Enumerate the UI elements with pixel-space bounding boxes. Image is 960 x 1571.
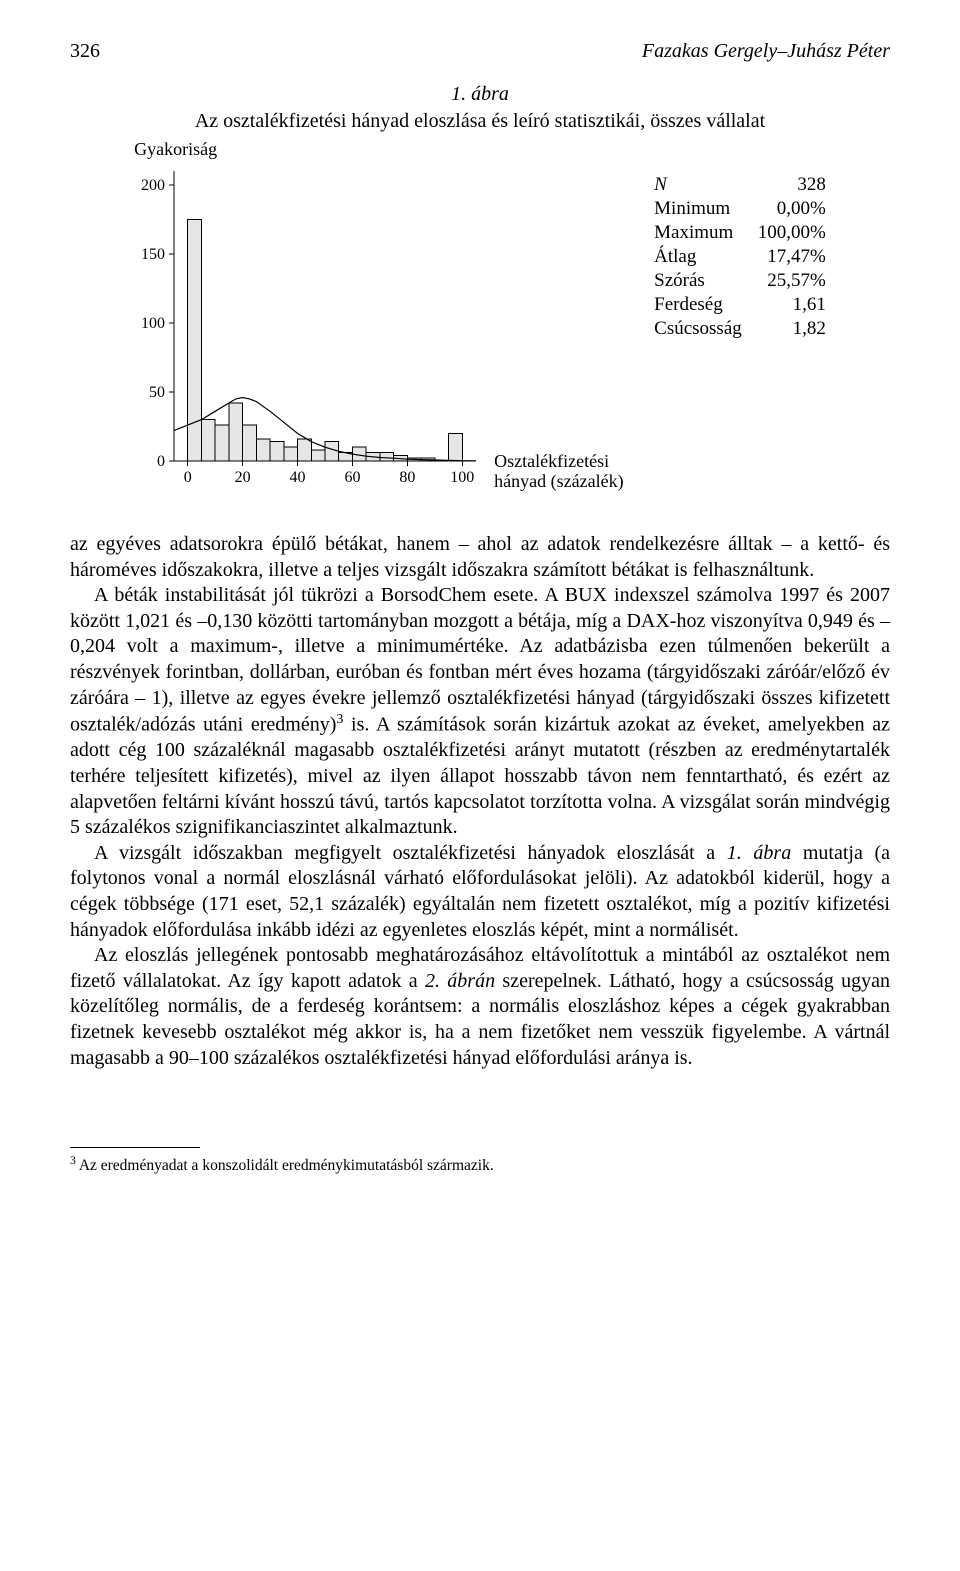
y-axis-label: Gyakoriság — [134, 139, 217, 160]
svg-text:0: 0 — [184, 469, 192, 486]
stats-row: N328 — [646, 173, 834, 197]
svg-text:0: 0 — [157, 453, 165, 470]
header-authors: Fazakas Gergely–Juhász Péter — [642, 40, 890, 63]
body-text: az egyéves adatsorokra épülő bétákat, ha… — [70, 532, 890, 1071]
svg-text:150: 150 — [141, 246, 165, 263]
stats-row: Maximum100,00% — [646, 221, 834, 245]
svg-text:60: 60 — [345, 469, 361, 486]
svg-text:50: 50 — [149, 384, 165, 401]
stats-row: Csúcsosság1,82 — [646, 317, 834, 341]
svg-text:40: 40 — [290, 469, 306, 486]
paragraph-1: az egyéves adatsorokra épülő bétákat, ha… — [70, 532, 890, 583]
paragraph-3: A vizsgált időszakban megfigyelt osztalé… — [70, 841, 890, 943]
svg-text:100: 100 — [141, 315, 165, 332]
svg-text:20: 20 — [235, 469, 251, 486]
svg-text:100: 100 — [450, 469, 474, 486]
footnote-3: 3Az eredményadat a konszolidált eredmény… — [70, 1154, 890, 1175]
figure-caption-line2: Az osztalékfizetési hányad eloszlása és … — [70, 110, 890, 133]
stats-row: Ferdeség1,61 — [646, 293, 834, 317]
paragraph-2: A béták instabilitását jól tükrözi a Bor… — [70, 583, 890, 841]
stats-row: Minimum0,00% — [646, 197, 834, 221]
page-number: 326 — [70, 40, 100, 63]
figure-caption-line1: 1. ábra — [70, 83, 890, 106]
page-header: 326 Fazakas Gergely–Juhász Péter — [70, 40, 890, 63]
stats-row: Átlag17,47% — [646, 245, 834, 269]
histogram-svg: 0 50 100 150 200 0 20 40 60 80 100 — [126, 165, 486, 495]
paragraph-4: Az eloszlás jellegének pontosabb meghatá… — [70, 943, 890, 1071]
stats-row: Szórás25,57% — [646, 269, 834, 293]
stats-table: N328Minimum0,00%Maximum100,00%Átlag17,47… — [646, 173, 834, 341]
svg-text:80: 80 — [400, 469, 416, 486]
footnote-separator — [70, 1147, 200, 1148]
svg-text:200: 200 — [141, 177, 165, 194]
x-axis-label: Osztalékfizetési hányad (százalék) — [494, 452, 644, 492]
histogram-chart: Gyakoriság 050100150200020406080100 Oszt… — [126, 145, 616, 500]
